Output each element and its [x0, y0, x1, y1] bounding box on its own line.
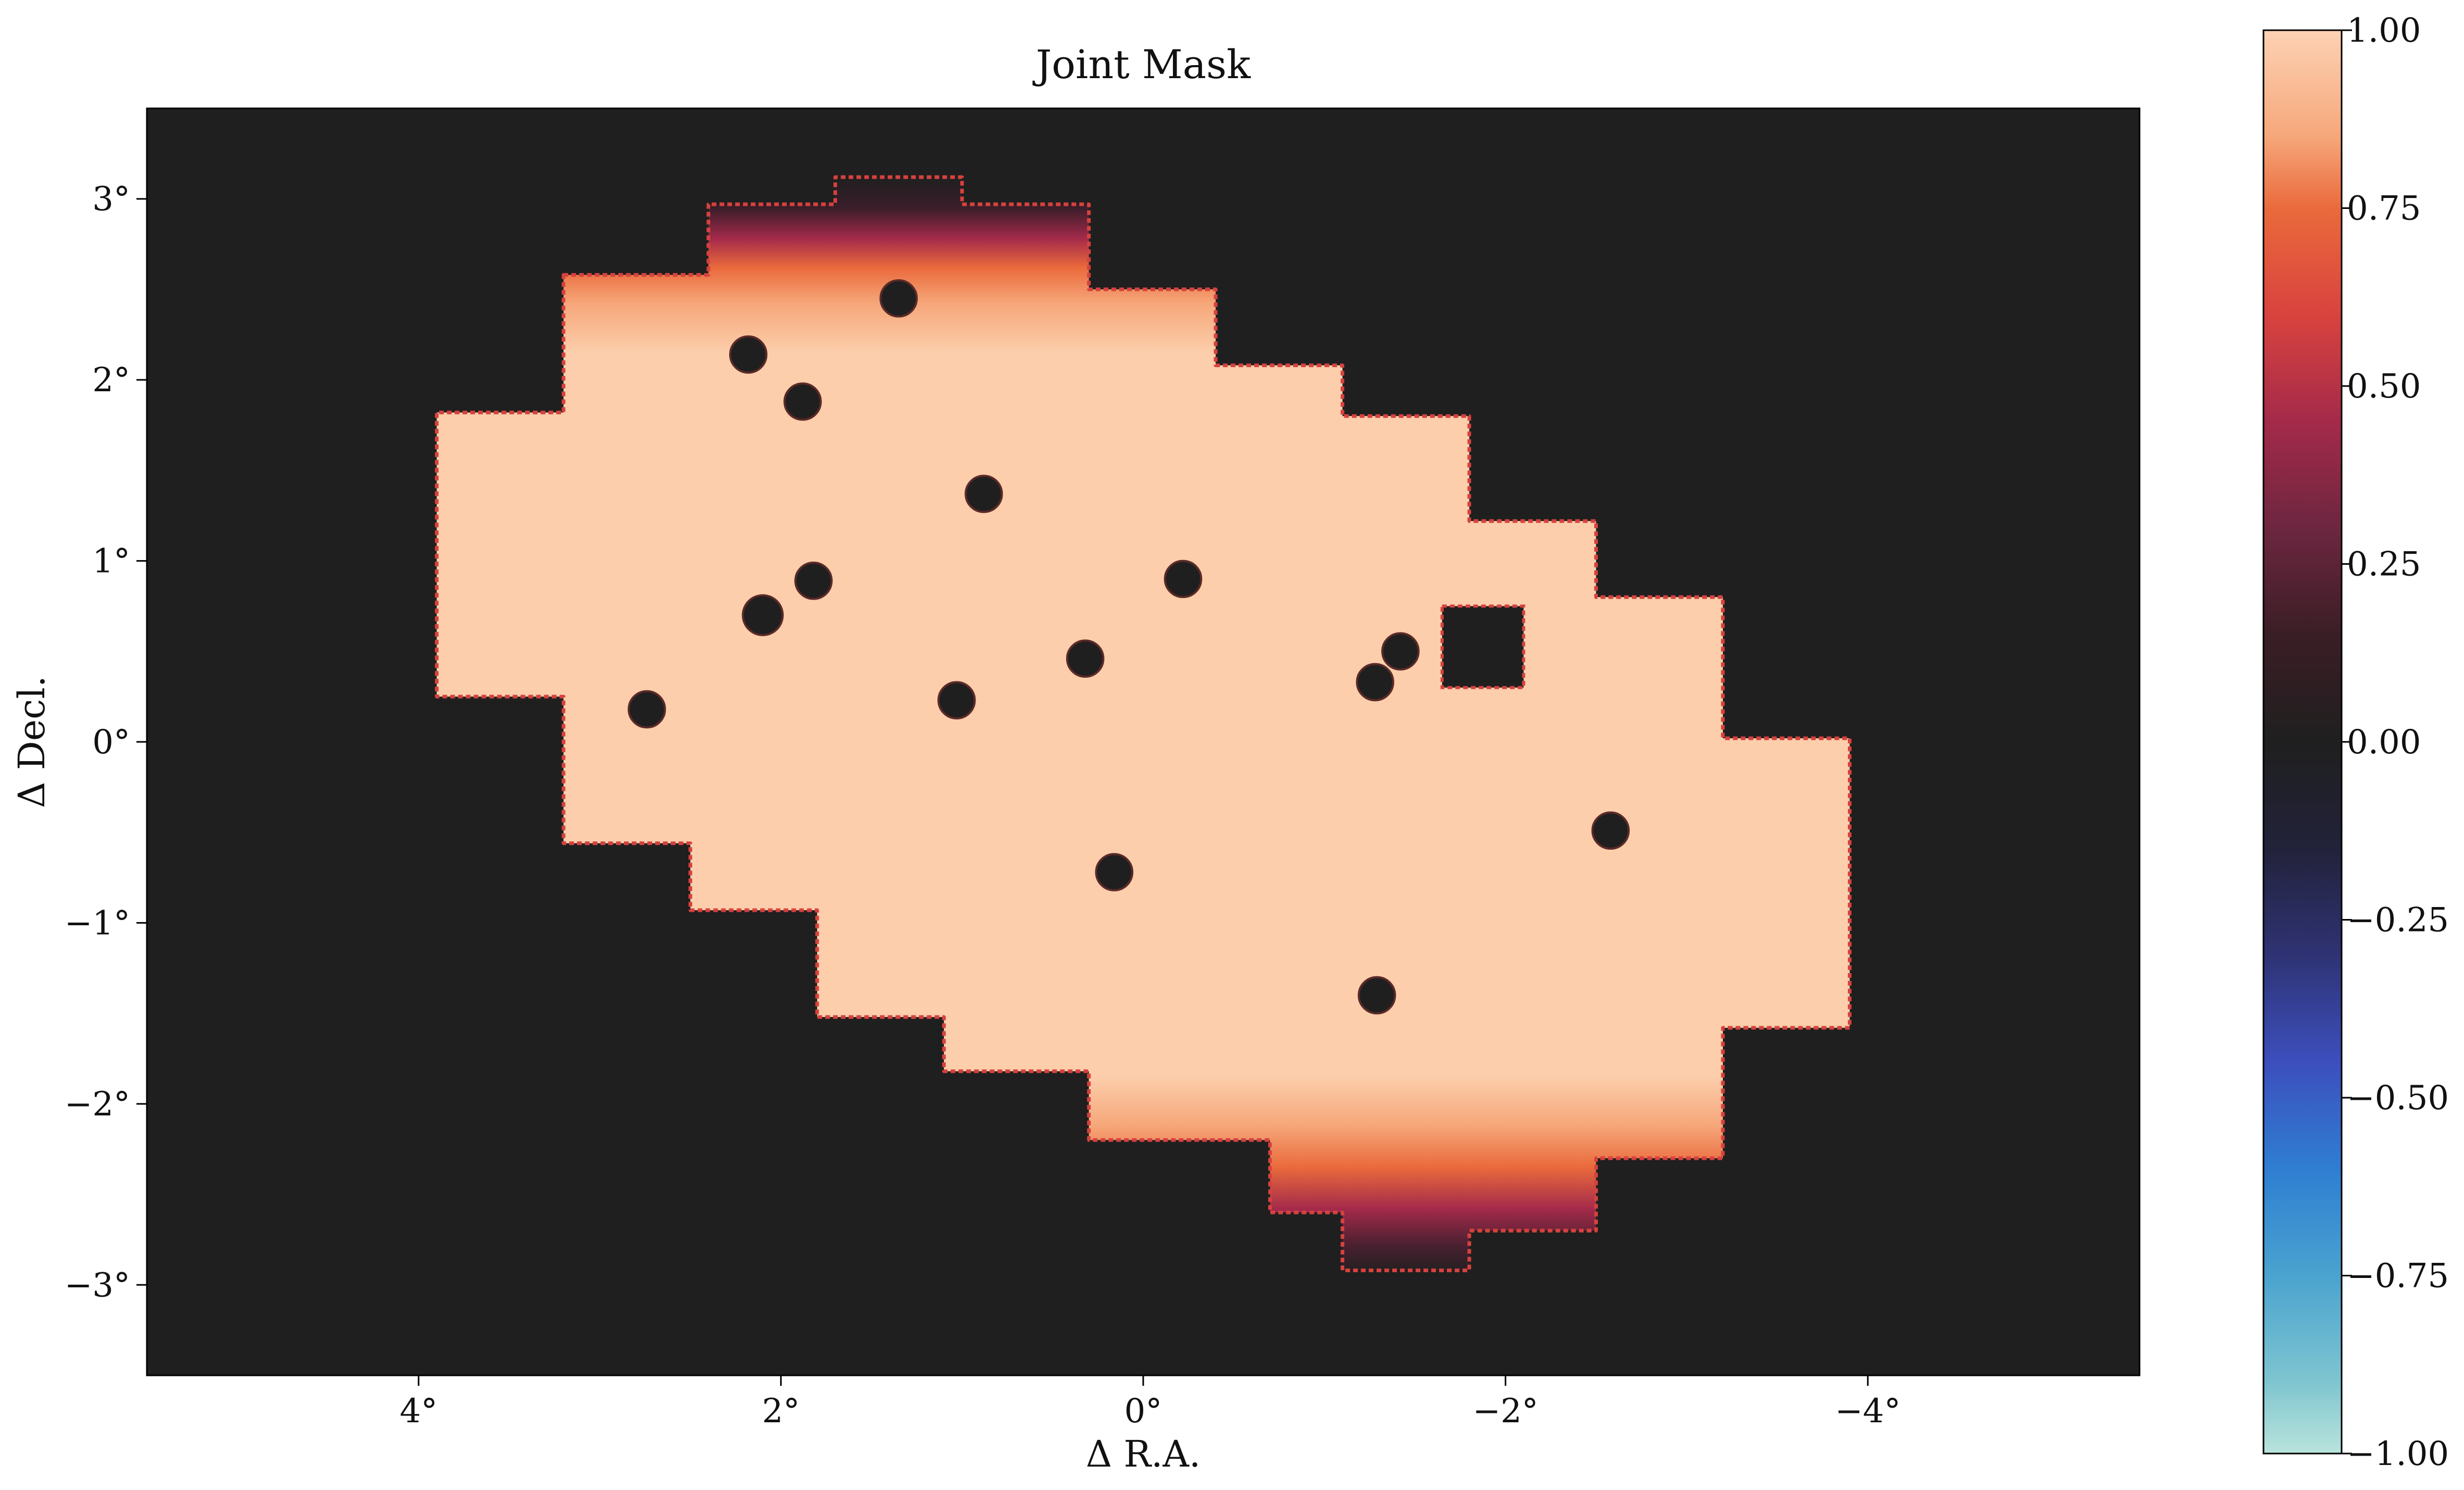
colorbar-ticks: 1.00 0.75 0.50 0.25 0.00 −0.25 −0.50 −0.75 −1.00: [2342, 11, 2449, 1473]
colorbar-tick-label: 0.00: [2347, 723, 2421, 762]
masked-source-hole: [1066, 639, 1105, 678]
colorbar-tick-label: −0.25: [2347, 901, 2449, 940]
masked-source-hole: [1357, 976, 1396, 1015]
masked-source-hole: [794, 562, 833, 600]
masked-source-hole: [1591, 811, 1630, 850]
masked-source-hole: [879, 279, 918, 318]
y-tick-label: −1°: [65, 904, 130, 942]
masked-source-hole: [742, 594, 784, 637]
masked-rectangle-hole: [1440, 604, 1525, 689]
mask-map: [435, 175, 1852, 1272]
x-tick-label: −2°: [1472, 1392, 1538, 1431]
chart-title: Joint Mask: [1032, 41, 1251, 88]
y-tick-label: −3°: [65, 1266, 130, 1305]
y-tick-label: 3°: [92, 180, 130, 219]
y-axis-ticks: 3° 2° 1° 0° −1° −2° −3°: [65, 180, 147, 1305]
masked-source-hole: [937, 681, 976, 719]
x-tick-label: −4°: [1835, 1392, 1900, 1431]
x-axis-ticks: 4° 2° 0° −2° −4°: [399, 1375, 1900, 1431]
masked-source-hole: [783, 382, 822, 421]
colorbar-tick-label: 0.75: [2347, 190, 2421, 228]
y-tick-label: 2°: [92, 361, 130, 400]
masked-source-hole: [729, 335, 768, 374]
colorbar: [2262, 29, 2343, 1455]
y-axis-label: Δ Decl.: [10, 676, 53, 808]
masked-source-hole: [1095, 853, 1134, 891]
x-tick-label: 4°: [399, 1392, 437, 1431]
masked-source-hole: [628, 690, 666, 729]
mask-region: [435, 175, 1852, 1272]
x-axis-label: Δ R.A.: [1086, 1433, 1201, 1475]
colorbar-tick-label: 0.50: [2347, 367, 2421, 406]
colorbar-tick-label: 1.00: [2347, 11, 2421, 50]
y-tick-label: 0°: [92, 723, 130, 762]
x-tick-label: 0°: [1124, 1392, 1162, 1431]
colorbar-tick-label: 0.25: [2347, 545, 2421, 584]
colorbar-tick-label: −0.75: [2347, 1257, 2449, 1296]
y-tick-label: 1°: [92, 542, 130, 581]
masked-source-hole: [1381, 632, 1420, 671]
colorbar-tick-label: −0.50: [2347, 1079, 2449, 1118]
masked-source-hole: [1164, 560, 1203, 599]
masked-source-hole: [965, 475, 1003, 513]
y-tick-label: −2°: [65, 1085, 130, 1124]
colorbar-tick-label: −1.00: [2347, 1435, 2449, 1473]
x-tick-label: 2°: [762, 1392, 800, 1431]
masked-source-hole: [1356, 663, 1394, 702]
